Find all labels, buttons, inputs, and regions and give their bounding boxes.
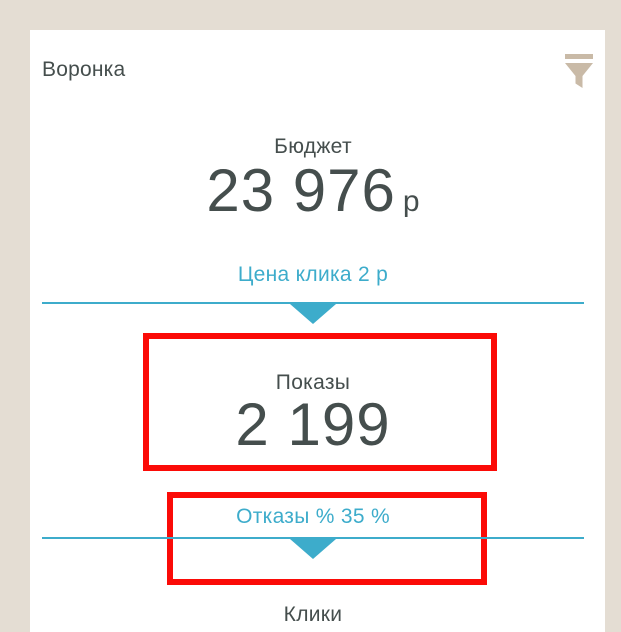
impressions-highlight-box bbox=[143, 333, 497, 471]
filter-icon[interactable] bbox=[564, 54, 594, 94]
impressions-value: 2 199 bbox=[235, 391, 391, 458]
widget-title: Воронка bbox=[42, 58, 126, 81]
budget-amount: 23 976 bbox=[206, 157, 396, 224]
budget-value: 23 976 р bbox=[42, 160, 584, 233]
impressions-label: Показы bbox=[275, 371, 351, 394]
cost-per-click-label: Цена клика 2 р bbox=[237, 263, 389, 286]
bounce-rate-label: Отказы % 35 % bbox=[236, 505, 390, 528]
funnel-widget-card: Воронка Бюджет 23 976 р Цена клика 2 р По… bbox=[30, 30, 605, 632]
separator-line-2 bbox=[42, 537, 584, 539]
down-arrow-icon-2 bbox=[290, 539, 336, 559]
clicks-label: Клики bbox=[283, 603, 343, 626]
separator-line-1 bbox=[42, 302, 584, 304]
down-arrow-icon-1 bbox=[290, 304, 336, 324]
budget-currency: р bbox=[402, 185, 420, 218]
budget-label: Бюджет bbox=[274, 135, 352, 158]
